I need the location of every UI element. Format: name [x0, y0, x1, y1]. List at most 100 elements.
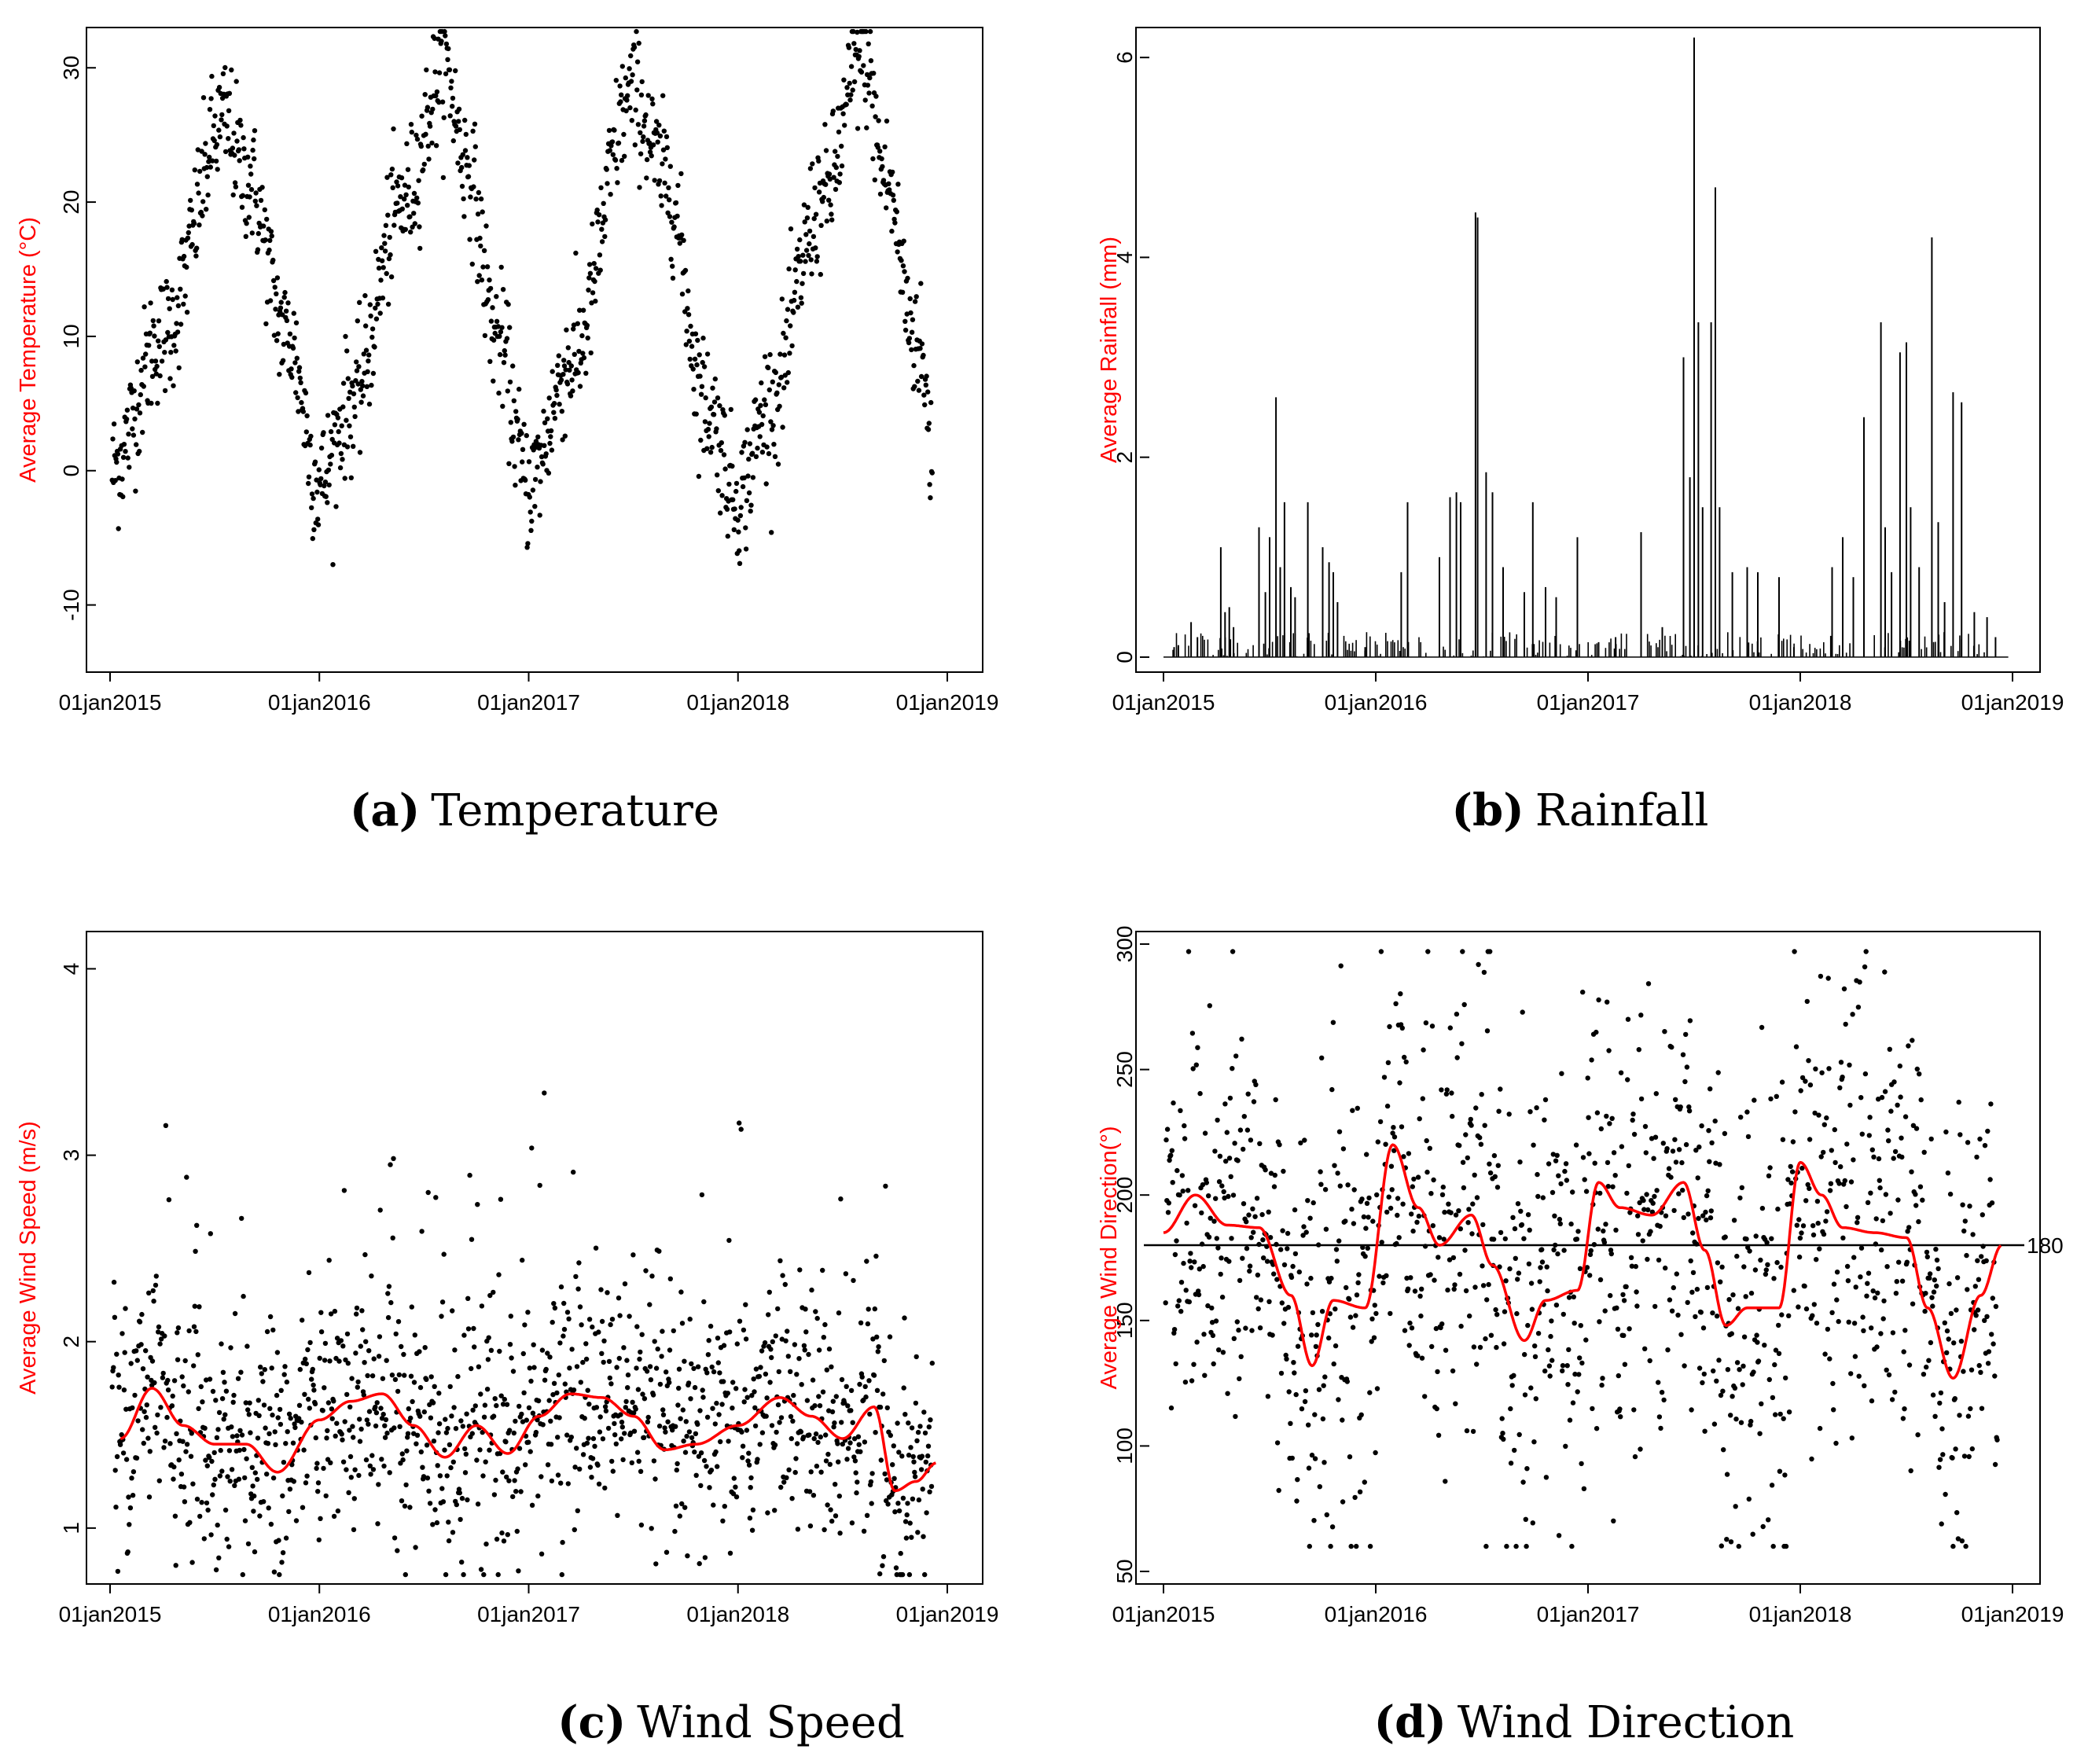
wind-direction-point [1395, 1196, 1401, 1201]
temperature-point [629, 118, 634, 123]
wind-direction-point [1821, 1149, 1826, 1156]
wind-speed-point [436, 1391, 442, 1396]
reference-line-label: 180 [2027, 1233, 2064, 1258]
wind-direction-point [1331, 1361, 1336, 1367]
temperature-point [406, 184, 411, 190]
wind-speed-point [356, 1472, 362, 1479]
wind-direction-point [1409, 1211, 1414, 1217]
wind-direction-point [1985, 1361, 1991, 1366]
wind-speed-point [645, 1419, 651, 1425]
temperature-point [271, 333, 278, 338]
wind-speed-point [217, 1473, 223, 1479]
temperature-point [762, 397, 767, 402]
wind-direction-point [1818, 973, 1824, 979]
wind-speed-point [707, 1485, 712, 1490]
wind-direction-point [1771, 1276, 1777, 1281]
wind-speed-point [817, 1403, 823, 1409]
wind-speed-point [607, 1375, 612, 1381]
wind-speed-point [733, 1386, 739, 1391]
wind-speed-point [920, 1487, 925, 1492]
wind-direction-point [1333, 1247, 1340, 1252]
wind-speed-point [891, 1476, 897, 1482]
wind-direction-point [1587, 1251, 1594, 1258]
temperature-point [148, 300, 153, 306]
temperature-point [619, 64, 625, 69]
temperature-point [748, 509, 753, 514]
wind-direction-point [1498, 1086, 1503, 1092]
wind-direction-point [1748, 1290, 1755, 1296]
wind-direction-point [1944, 1328, 1950, 1334]
wind-direction-point [1722, 1234, 1728, 1240]
wind-speed-point [748, 1485, 753, 1490]
temperature-point [476, 189, 482, 196]
wind-speed-point [523, 1462, 528, 1468]
wind-speed-point [249, 1464, 255, 1471]
temperature-point [795, 304, 801, 310]
wind-speed-point [439, 1314, 444, 1319]
wind-direction-point [1374, 1192, 1380, 1198]
wind-direction-point [1707, 1159, 1712, 1164]
wind-direction-point [1920, 1197, 1925, 1203]
wind-direction-point [1647, 1358, 1652, 1364]
temperature-point [649, 153, 654, 159]
temperature-point [252, 156, 257, 162]
temperature-panel: 01jan2015 01jan2016 01jan2017 01jan2018 01ja… [16, 27, 998, 836]
temperature-point [422, 92, 428, 97]
wind-direction-point [1177, 1193, 1182, 1198]
wind-direction-caption: (d) Wind Direction [1374, 1696, 1795, 1748]
wind-speed-point [831, 1424, 836, 1430]
wind-direction-point [1571, 1294, 1577, 1300]
wind-speed-point [928, 1483, 935, 1490]
temperature-point [479, 277, 485, 283]
temperature-point [826, 171, 833, 177]
temperature-point [861, 63, 866, 68]
temperature-point [294, 355, 300, 361]
temperature-point [411, 190, 417, 197]
wind-direction-point [1506, 1112, 1512, 1117]
wind-speed-point [387, 1470, 392, 1476]
wind-direction-point [1649, 1136, 1655, 1141]
temperature-point [810, 161, 815, 167]
wind-speed-point [619, 1436, 624, 1442]
wind-direction-point [1693, 1314, 1698, 1320]
wind-direction-point [1555, 1251, 1560, 1257]
wind-direction-point [1852, 1354, 1858, 1359]
temperature-point [783, 335, 789, 340]
temperature-point [755, 445, 760, 451]
wind-direction-point [1792, 949, 1797, 954]
wind-direction-point [1734, 1253, 1740, 1259]
wind-speed-point [451, 1405, 457, 1410]
temperature-point [174, 321, 179, 326]
temperature-point [867, 75, 873, 81]
wind-direction-point [1202, 1373, 1208, 1378]
wind-speed-point [222, 1412, 228, 1417]
wind-speed-point [657, 1381, 664, 1387]
wind-direction-point [1614, 1305, 1619, 1311]
wind-speed-point [876, 1344, 881, 1350]
wind-direction-point [1463, 1288, 1469, 1294]
wind-speed-point [215, 1427, 221, 1432]
wind-speed-point [609, 1458, 615, 1464]
wind-speed-point [226, 1448, 233, 1453]
wind-direction-point [1461, 1185, 1467, 1191]
wind-speed-point [655, 1346, 660, 1352]
wind-speed-point [909, 1425, 915, 1431]
wind-direction-point [1934, 1283, 1939, 1289]
wind-speed-point [138, 1342, 144, 1347]
wind-direction-point [1557, 1221, 1564, 1227]
wind-direction-point [1926, 1358, 1932, 1363]
wind-direction-point [1735, 1306, 1741, 1311]
wind-speed-point [756, 1373, 763, 1380]
temperature-point [840, 111, 846, 116]
wind-direction-point [1484, 1297, 1490, 1303]
temperature-point [551, 401, 557, 406]
wind-direction-point [1772, 1362, 1777, 1368]
wind-direction-point [1814, 1199, 1821, 1204]
wind-direction-point [1329, 1524, 1336, 1530]
temperature-point [711, 412, 717, 417]
wind-speed-point [919, 1453, 925, 1459]
wind-speed-point [182, 1499, 188, 1505]
wind-speed-point [665, 1419, 671, 1424]
wind-speed-point [623, 1405, 628, 1410]
temperature-point [142, 364, 148, 369]
